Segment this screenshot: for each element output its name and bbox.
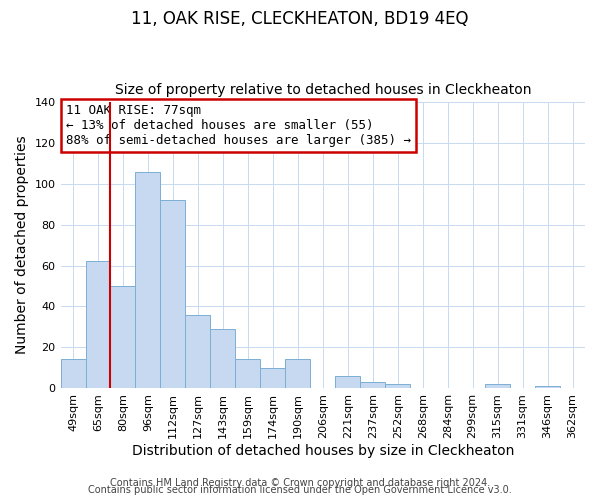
Bar [86, 262, 110, 388]
Bar [385, 384, 410, 388]
Title: Size of property relative to detached houses in Cleckheaton: Size of property relative to detached ho… [115, 83, 531, 97]
Bar [335, 376, 360, 388]
Text: Contains HM Land Registry data © Crown copyright and database right 2024.: Contains HM Land Registry data © Crown c… [110, 478, 490, 488]
Bar [110, 286, 136, 388]
Bar [260, 368, 286, 388]
Y-axis label: Number of detached properties: Number of detached properties [15, 136, 29, 354]
Bar [61, 360, 86, 388]
Bar [235, 360, 260, 388]
Text: 11 OAK RISE: 77sqm
← 13% of detached houses are smaller (55)
88% of semi-detache: 11 OAK RISE: 77sqm ← 13% of detached hou… [65, 104, 410, 148]
Bar [185, 314, 211, 388]
Text: 11, OAK RISE, CLECKHEATON, BD19 4EQ: 11, OAK RISE, CLECKHEATON, BD19 4EQ [131, 10, 469, 28]
X-axis label: Distribution of detached houses by size in Cleckheaton: Distribution of detached houses by size … [131, 444, 514, 458]
Bar [535, 386, 560, 388]
Bar [136, 172, 160, 388]
Bar [211, 329, 235, 388]
Bar [360, 382, 385, 388]
Bar [160, 200, 185, 388]
Bar [286, 360, 310, 388]
Text: Contains public sector information licensed under the Open Government Licence v3: Contains public sector information licen… [88, 485, 512, 495]
Bar [485, 384, 510, 388]
